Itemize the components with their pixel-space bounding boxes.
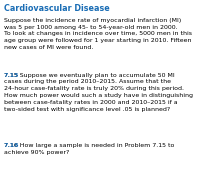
Text: 7.15: 7.15 [4, 73, 19, 78]
Text: 7.16 How large a sample is needed in Problem 7.15 to
achieve 90% power?: 7.16 How large a sample is needed in Pro… [4, 143, 174, 155]
Text: Suppose the incidence rate of myocardial infarction (MI)
was 5 per 1000 among 45: Suppose the incidence rate of myocardial… [4, 18, 192, 50]
Text: Cardiovascular Disease: Cardiovascular Disease [4, 4, 109, 13]
Text: 7.15 Suppose we eventually plan to accumulate 50 MI
cases during the period 2010: 7.15 Suppose we eventually plan to accum… [4, 73, 193, 112]
Text: 7.16: 7.16 [4, 143, 19, 148]
